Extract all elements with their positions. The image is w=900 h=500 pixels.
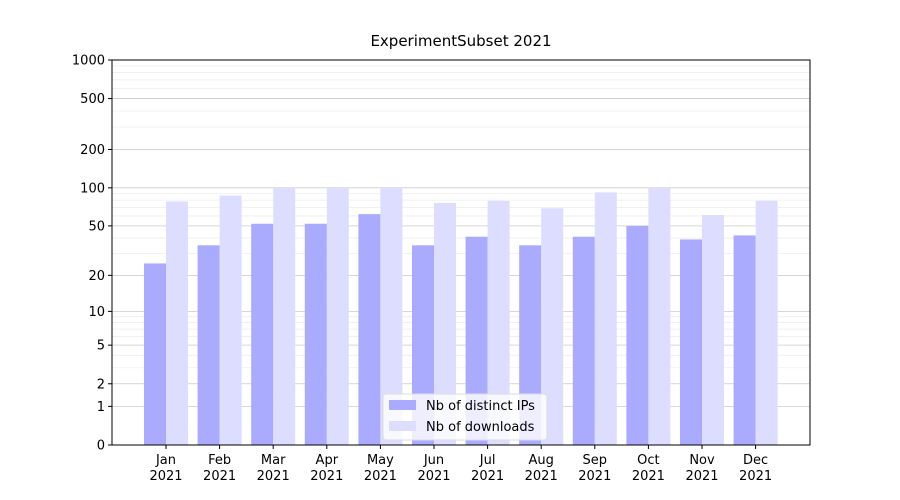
x-tick-label: Feb 2021	[203, 453, 237, 484]
x-tick-label: May 2021	[363, 453, 397, 484]
legend: Nb of distinct IPs Nb of downloads	[382, 393, 548, 441]
y-tick-label: 200	[80, 143, 105, 158]
y-tick-label: 50	[88, 219, 105, 234]
bar	[626, 225, 649, 445]
x-tick-label: Sep 2021	[578, 453, 612, 484]
bar	[358, 214, 381, 445]
bar	[251, 223, 274, 445]
bar	[594, 192, 617, 445]
bar	[755, 200, 778, 445]
bar	[273, 187, 296, 445]
axes-frame	[111, 59, 811, 446]
legend-label: Nb of distinct IPs	[426, 399, 535, 414]
y-tick-label: 500	[80, 92, 105, 107]
bar	[144, 263, 166, 445]
y-tick-label: 0	[97, 439, 105, 454]
bar	[541, 208, 564, 445]
bar	[733, 235, 756, 445]
bar	[487, 200, 510, 445]
y-tick-label: 10	[88, 305, 105, 320]
bar	[680, 239, 702, 445]
x-tick-label: Oct 2021	[631, 453, 665, 484]
bar	[219, 195, 242, 445]
y-tick-label: 1000	[72, 54, 105, 69]
x-tick-label: Aug 2021	[524, 453, 558, 484]
bar	[326, 187, 349, 445]
legend-label: Nb of downloads	[426, 420, 535, 435]
x-tick-label: Jan 2021	[149, 453, 183, 484]
bar	[702, 215, 724, 445]
legend-swatch	[389, 400, 416, 410]
bar	[304, 223, 327, 445]
y-tick-label: 2	[97, 377, 105, 392]
bar	[380, 187, 403, 445]
y-tick-label: 100	[80, 181, 105, 196]
bar	[434, 202, 456, 445]
x-tick-label: Dec 2021	[739, 453, 773, 484]
bar	[648, 187, 671, 445]
x-tick-label: Mar 2021	[256, 453, 290, 484]
legend-swatch	[389, 421, 416, 431]
chart-title: ExperimentSubset 2021	[370, 32, 551, 50]
bar	[572, 236, 595, 445]
legend-box	[382, 393, 548, 441]
x-tick-label: Jul 2021	[471, 453, 505, 484]
bar	[166, 201, 188, 445]
y-tick-label: 20	[88, 269, 105, 284]
bar	[197, 245, 220, 445]
x-tick-label: Jun 2021	[417, 453, 451, 484]
x-tick-label: Apr 2021	[310, 453, 344, 484]
y-tick-label: 1	[97, 400, 105, 415]
y-tick-label: 5	[97, 339, 105, 354]
x-tick-label: Nov 2021	[685, 453, 719, 484]
bar	[465, 236, 488, 445]
